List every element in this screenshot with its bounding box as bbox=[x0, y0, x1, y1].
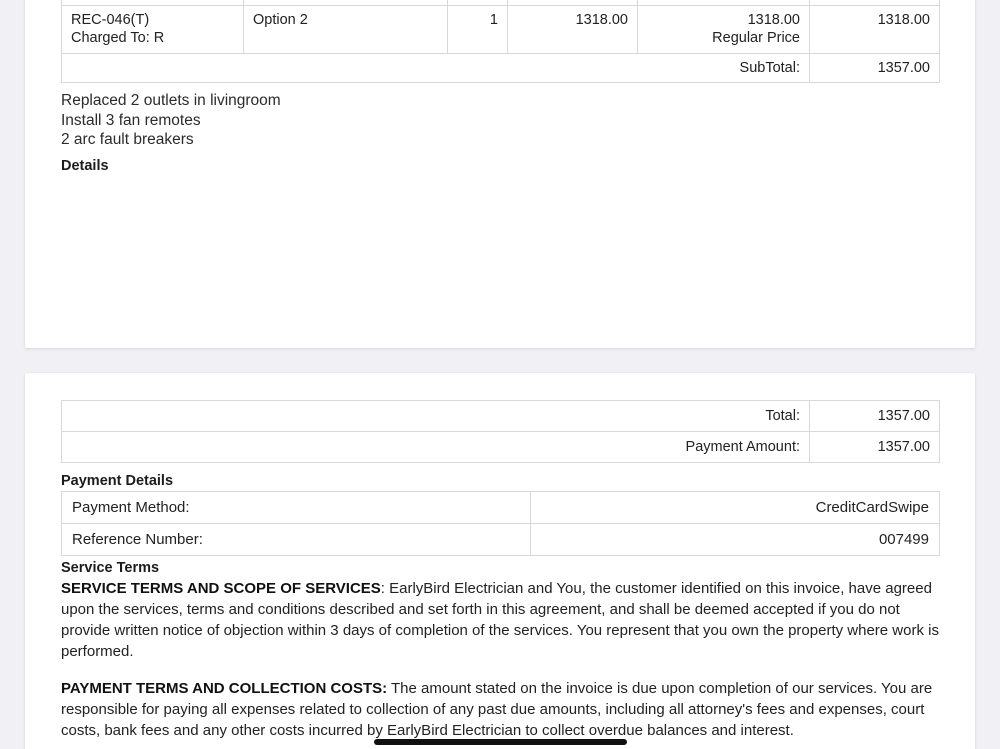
invoice-summary-card-body: Total: 1357.00 Payment Amount: 1357.00 P… bbox=[25, 373, 975, 749]
work-done-line: Replaced 2 outlets in livingroom bbox=[61, 92, 281, 109]
service-terms-heading: Service Terms bbox=[61, 560, 160, 576]
your-price-note: Regular Price bbox=[712, 29, 800, 46]
terms-lead-payment: PAYMENT TERMS AND COLLECTION COSTS: bbox=[61, 680, 388, 697]
work-done-line: 2 arc fault breakers bbox=[61, 131, 194, 148]
payment-method-label: Payment Method: bbox=[61, 491, 531, 524]
home-indicator[interactable] bbox=[374, 739, 627, 745]
subtotal-row: SubTotal: 1357.00 bbox=[61, 53, 940, 83]
invoice-summary-card: Total: 1357.00 Payment Amount: 1357.00 P… bbox=[25, 373, 975, 749]
terms-paragraph-payment: PAYMENT TERMS AND COLLECTION COSTS: The … bbox=[61, 678, 941, 741]
payment-details-table: Payment Method: CreditCardSwipe Referenc… bbox=[61, 491, 940, 556]
subtotal-label: SubTotal: bbox=[61, 53, 810, 83]
payment-details-heading: Payment Details bbox=[61, 473, 174, 489]
terms-text-scope: : EarlyBird Electrician and You, the cus… bbox=[61, 580, 939, 660]
cell-description: Option 2 bbox=[243, 5, 448, 54]
terms-paragraph-scope: SERVICE TERMS AND SCOPE OF SERVICES: Ear… bbox=[61, 578, 941, 662]
service-terms-body: SERVICE TERMS AND SCOPE OF SERVICES: Ear… bbox=[61, 578, 941, 749]
table-row: REC-046(T) Charged To: R Option 2 1 1318… bbox=[61, 5, 940, 54]
total-row: Total: 1357.00 bbox=[61, 400, 940, 432]
item-charged-to: Charged To: R bbox=[71, 29, 165, 46]
details-heading: Details bbox=[61, 158, 109, 174]
subtotal-value: 1357.00 bbox=[809, 53, 940, 83]
cell-std-price: 1318.00 bbox=[507, 5, 638, 54]
cell-your-price: 1318.00 Regular Price bbox=[637, 5, 810, 54]
invoice-details-card-body: Install 2 wall outlets in livingroom $65… bbox=[25, 0, 975, 348]
total-label: Total: bbox=[61, 400, 810, 432]
payment-method-value: CreditCardSwipe bbox=[530, 491, 940, 524]
totals-table: Total: 1357.00 Payment Amount: 1357.00 bbox=[61, 400, 940, 463]
reference-number-label: Reference Number: bbox=[61, 523, 531, 556]
terms-lead-scope: SERVICE TERMS AND SCOPE OF SERVICES bbox=[61, 580, 381, 597]
work-done-list: Replaced 2 outlets in livingroom Install… bbox=[61, 91, 281, 150]
reference-number-value: 007499 bbox=[530, 523, 940, 556]
payment-amount-row: Payment Amount: 1357.00 bbox=[61, 431, 940, 463]
payment-method-row: Payment Method: CreditCardSwipe bbox=[61, 491, 940, 524]
reference-number-row: Reference Number: 007499 bbox=[61, 523, 940, 556]
your-price-value: 1318.00 bbox=[747, 12, 800, 28]
invoice-details-card: Install 2 wall outlets in livingroom $65… bbox=[25, 0, 975, 348]
work-done-line: Install 3 fan remotes bbox=[61, 111, 201, 129]
item-code: REC-046(T) bbox=[71, 12, 150, 28]
payment-amount-label: Payment Amount: bbox=[61, 431, 810, 463]
terms-text-payment: The amount stated on the invoice is due … bbox=[61, 680, 933, 739]
cell-ext-price: 1318.00 bbox=[809, 5, 940, 54]
total-value: 1357.00 bbox=[809, 400, 940, 432]
payment-amount-value: 1357.00 bbox=[809, 431, 940, 463]
cell-item: REC-046(T) Charged To: R bbox=[61, 5, 244, 54]
cell-qty: 1 bbox=[447, 5, 508, 54]
